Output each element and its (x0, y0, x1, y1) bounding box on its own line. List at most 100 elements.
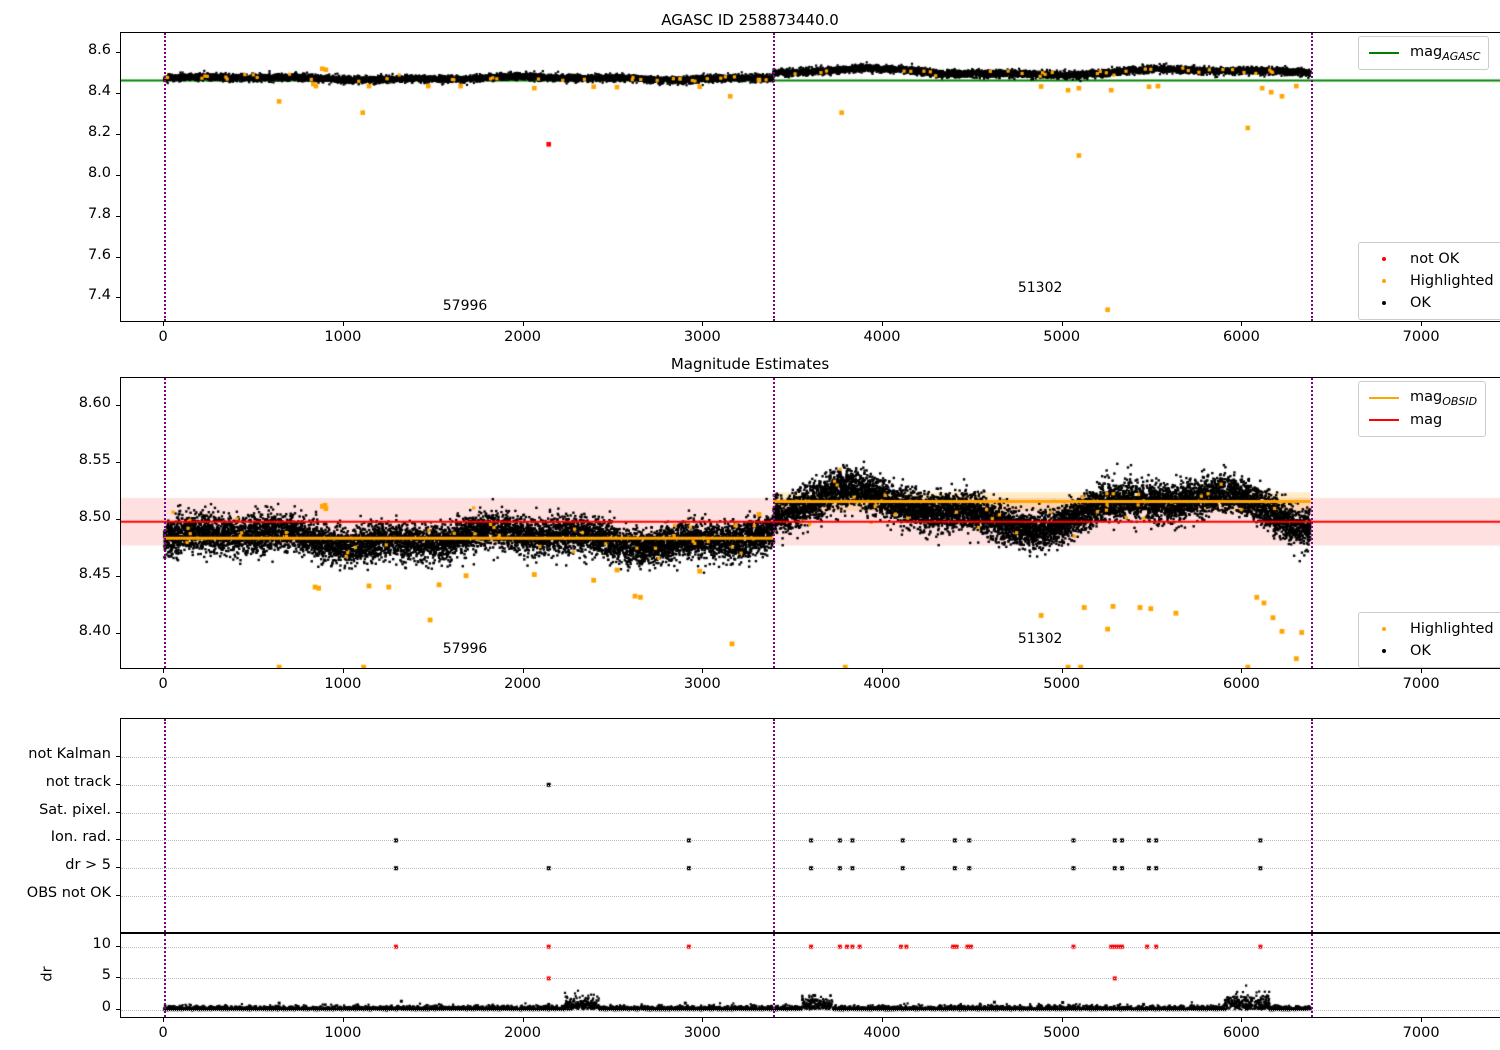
red-line-icon (1367, 418, 1401, 422)
mid-xtick-label: 4000 (863, 676, 901, 692)
mid-obsid-annotation: 51302 (1017, 631, 1063, 648)
top-xtick-label: 2000 (504, 329, 541, 345)
legend-label-highlighted: Highlighted (1410, 273, 1494, 289)
mid-obsid-annotation: 57996 (442, 641, 488, 658)
dr-xtick (1061, 1018, 1063, 1022)
legend-label-ok: OK (1410, 295, 1431, 311)
top-ytick-label: 7.8 (87, 205, 111, 222)
flag-row-gridline (121, 868, 1500, 870)
dr-ytick (116, 1009, 120, 1011)
dr-axis-label: dr (39, 965, 56, 982)
dr-xtick-label: 1000 (324, 1025, 362, 1041)
red-dot-icon (1367, 257, 1401, 261)
top-ytick (116, 174, 120, 176)
legend-item-mag: mag (1367, 409, 1477, 431)
orange-dot-icon (1367, 627, 1401, 631)
top-ytick (116, 215, 120, 217)
legend-item-mag-obsid: magOBSID (1367, 387, 1477, 409)
top-xtick (342, 322, 344, 326)
legend-point-classes-mid[interactable]: Highlighted OK (1358, 612, 1500, 668)
orange-line-icon (1367, 396, 1401, 400)
top-ytick (116, 256, 120, 258)
mid-xtick-label: 6000 (1222, 676, 1260, 692)
legend-point-classes-top[interactable]: not OK Highlighted OK (1358, 242, 1500, 320)
legend-mag-agasc[interactable]: magAGASC (1358, 36, 1490, 70)
mid-xtick (1421, 669, 1423, 673)
dr-xtick (702, 1018, 704, 1022)
mid-xtick-label: 1000 (324, 676, 362, 692)
mid-xtick (702, 669, 704, 673)
obsid-divider-line (773, 33, 776, 321)
dr-gridline (121, 1010, 1500, 1012)
top-xtick (1241, 322, 1243, 326)
legend-mag-lines[interactable]: magOBSID mag (1358, 381, 1487, 437)
flags-axes (120, 718, 1500, 933)
top-xtick-label: 5000 (1043, 329, 1081, 345)
magnitude-vs-time-axes (120, 32, 1500, 322)
top-xtick (1061, 322, 1063, 326)
mid-xtick (342, 669, 344, 673)
obsid-divider-line (1310, 934, 1313, 1017)
legend-item-highlighted-mid: Highlighted (1367, 618, 1494, 640)
dr-ytick-label: 0 (101, 999, 111, 1016)
legend-label-mag: mag (1410, 412, 1443, 428)
legend-item-ok: OK (1367, 292, 1494, 314)
dr-xtick-label: 7000 (1402, 1025, 1440, 1041)
mid-ytick-label: 8.50 (78, 509, 111, 526)
top-xtick-label: 0 (158, 329, 168, 345)
mid-xtick (163, 669, 165, 673)
legend-label-not-ok: not OK (1410, 251, 1460, 267)
mid-xtick (522, 669, 524, 673)
mid-xtick-label: 2000 (504, 676, 541, 692)
legend-item-highlighted: Highlighted (1367, 270, 1494, 292)
dr-xtick-label: 6000 (1222, 1025, 1260, 1041)
mid-ytick (116, 632, 120, 634)
dr-gridline (121, 946, 1500, 948)
top-xtick (1421, 322, 1423, 326)
mid-scatter-canvas (121, 378, 1500, 668)
obsid-divider-line (1310, 378, 1313, 668)
top-ytick (116, 297, 120, 299)
top-ytick-label: 8.0 (87, 164, 111, 181)
dr-ytick (116, 977, 120, 979)
top-xtick-label: 6000 (1222, 329, 1260, 345)
obsid-divider-line (773, 378, 776, 668)
obsid-divider-line (164, 33, 167, 321)
top-ytick (116, 134, 120, 136)
legend-sub-agasc: AGASC (1442, 49, 1481, 63)
obsid-divider-line (164, 719, 167, 932)
dr-scatter-canvas (121, 934, 1500, 1017)
dr-xtick (342, 1018, 344, 1022)
legend-label-highlighted-mid: Highlighted (1410, 621, 1494, 637)
flags-ytick-label: not Kalman (28, 746, 111, 762)
obsid-divider-line (1310, 33, 1313, 321)
flags-ytick-label: not track (45, 773, 111, 790)
flags-ytick (116, 756, 120, 757)
dr-ytick (116, 945, 120, 947)
flags-ytick-label: OBS not OK (26, 885, 111, 901)
top-xtick (163, 322, 165, 326)
obsid-divider-line (773, 719, 776, 932)
legend-label-ok-mid: OK (1410, 643, 1431, 659)
flags-ytick (116, 811, 120, 813)
top-xtick (702, 322, 704, 326)
magnitude-estimates-axes (120, 377, 1500, 669)
legend-item-ok-mid: OK (1367, 640, 1494, 662)
dr-xtick (1421, 1018, 1423, 1022)
mid-xtick-label: 5000 (1043, 676, 1081, 692)
black-dot-icon (1367, 649, 1401, 653)
black-dot-icon (1367, 301, 1401, 305)
obsid-divider-line (164, 378, 167, 668)
dr-xtick (1241, 1018, 1243, 1022)
flag-row-gridline (121, 784, 1500, 786)
legend-item-not-ok: not OK (1367, 248, 1494, 270)
mid-xtick-label: 7000 (1402, 676, 1440, 692)
mid-ytick (116, 462, 120, 464)
flags-ytick (116, 839, 120, 841)
top-ytick (116, 52, 120, 54)
flags-ytick-label: dr > 5 (65, 857, 111, 874)
dr-xtick-label: 3000 (683, 1025, 721, 1041)
orange-dot-icon (1367, 279, 1401, 283)
mid-xtick-label: 0 (158, 676, 168, 692)
